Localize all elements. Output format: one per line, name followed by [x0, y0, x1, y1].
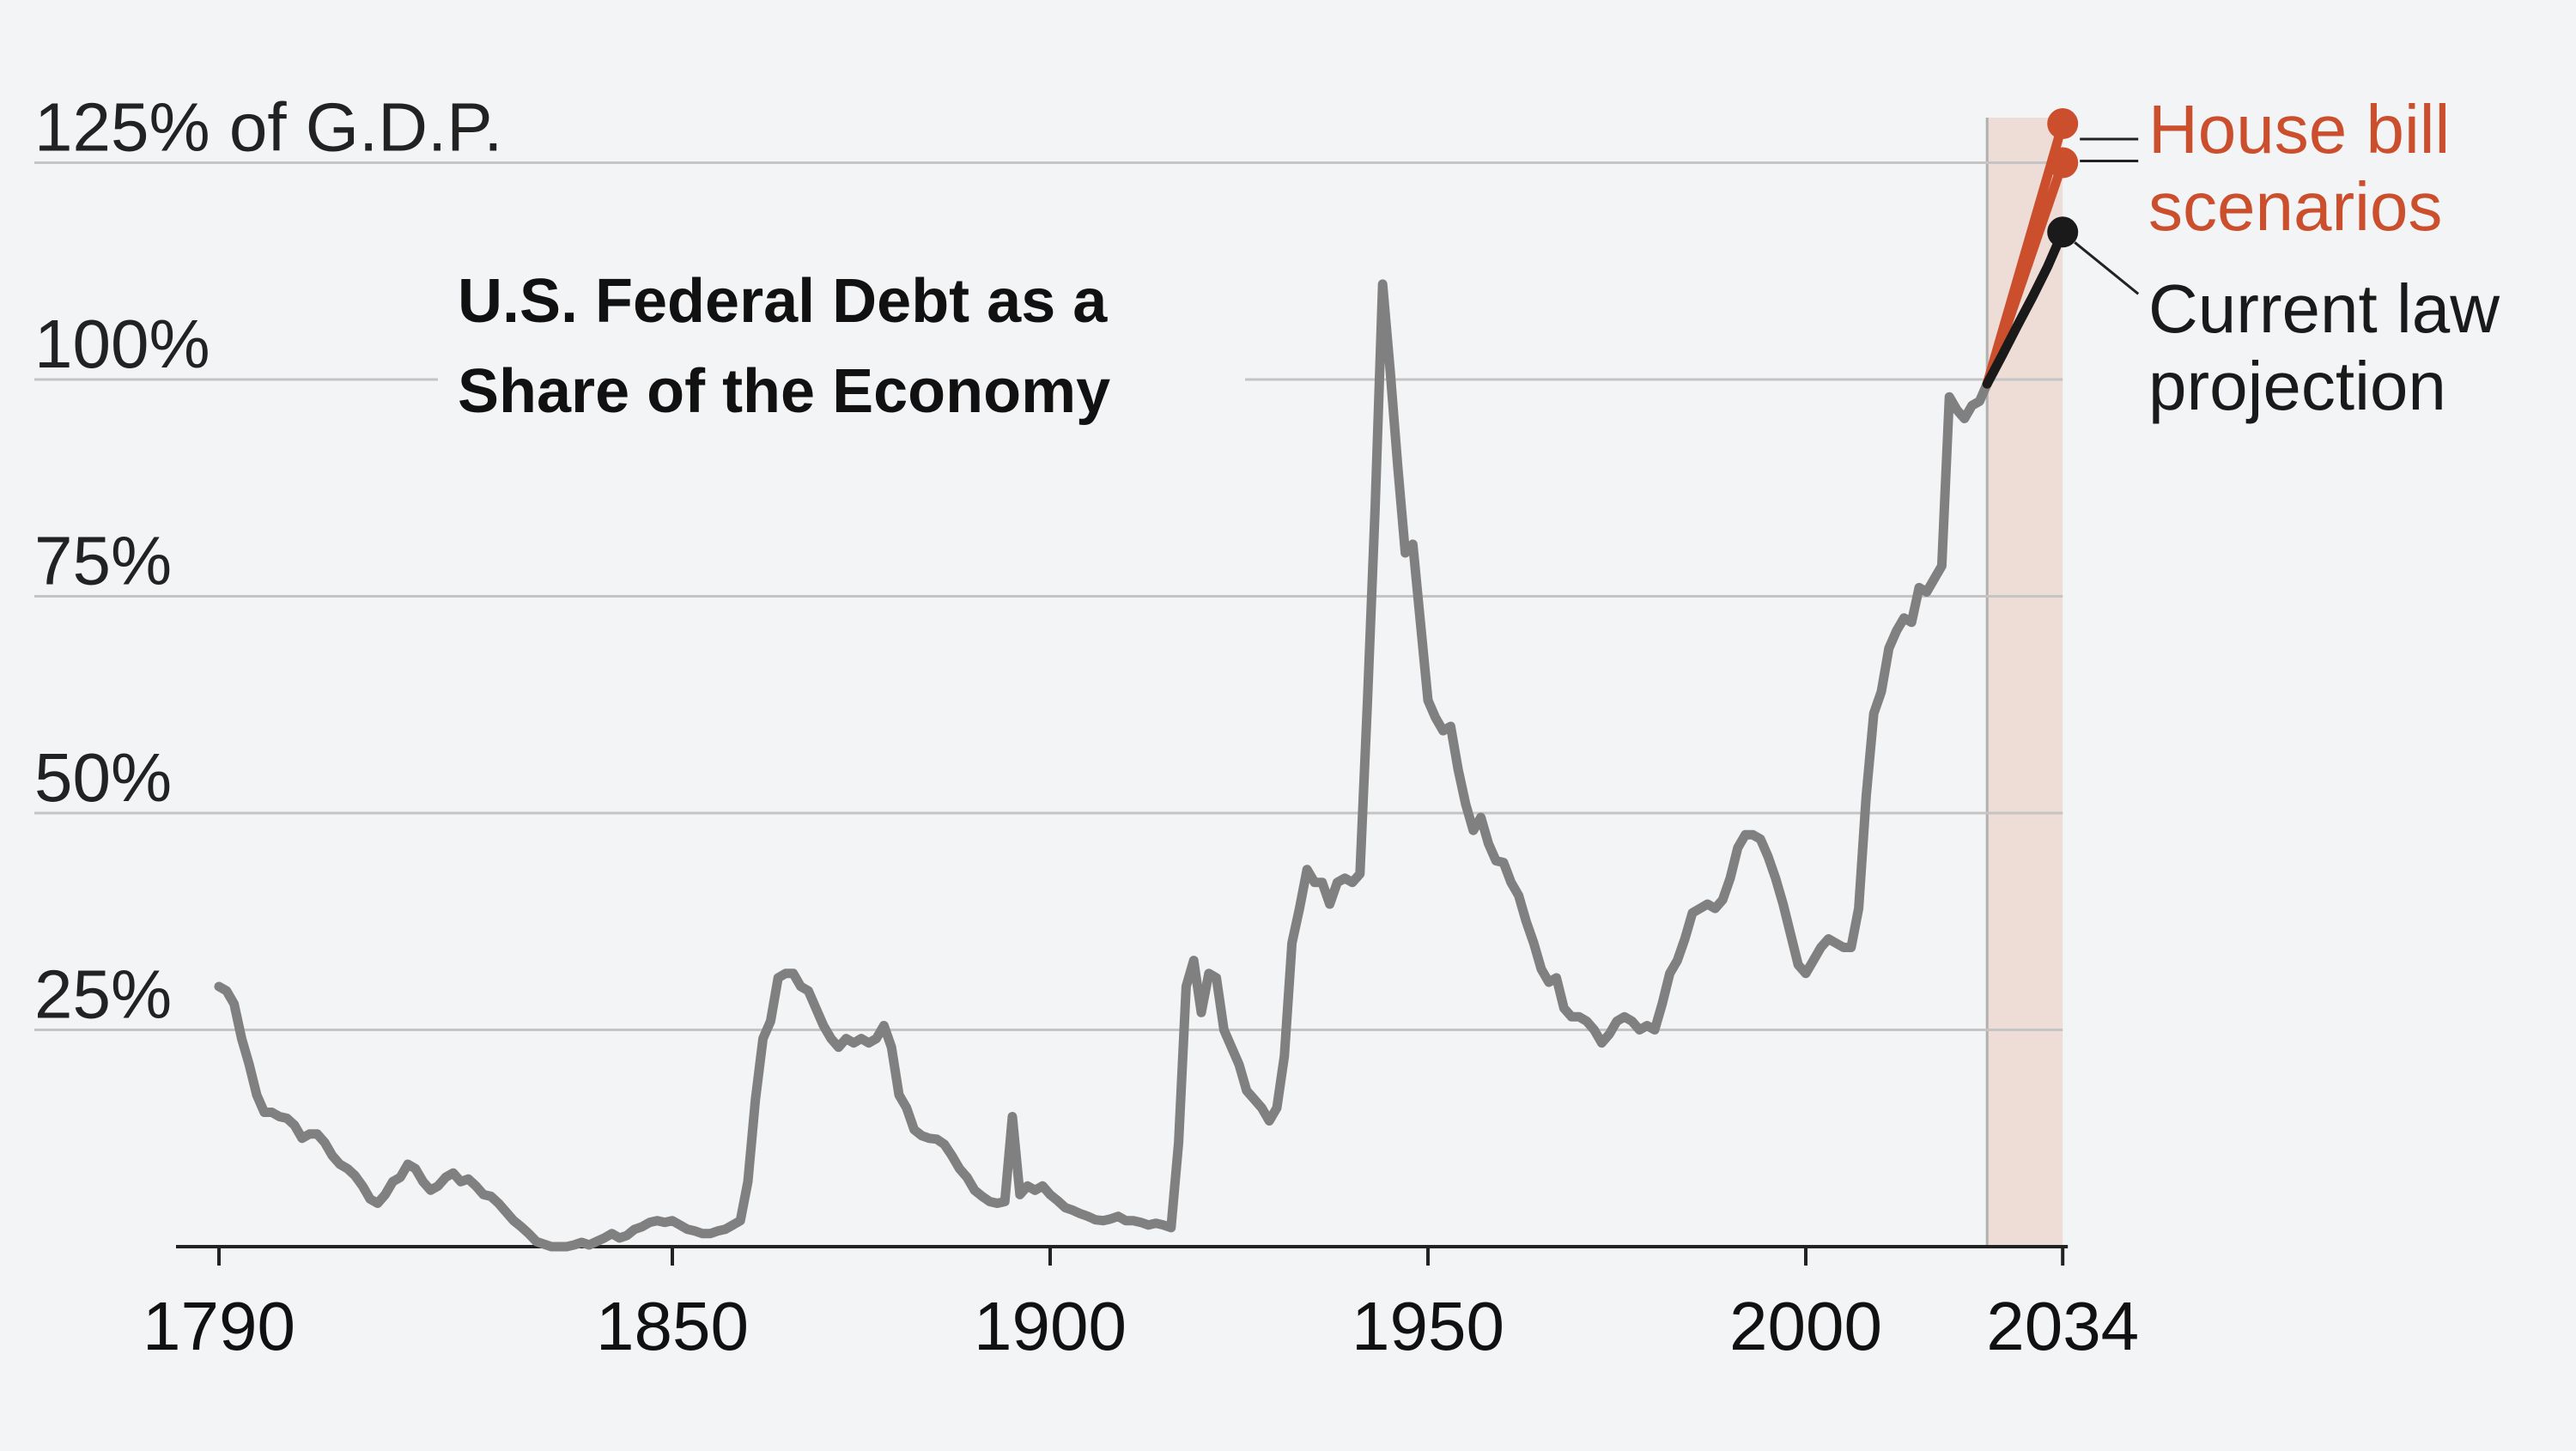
- historical-debt-line: [214, 279, 1992, 1252]
- current-law-line: [1982, 227, 2068, 389]
- house-bill-endpoint-1: [2047, 108, 2079, 140]
- y-tick-label-25: 25%: [34, 956, 172, 1033]
- chart-title-background: [438, 258, 1245, 429]
- house-bill-endpoint-2: [2047, 147, 2079, 179]
- house-bill-label-line-2: scenarios: [2148, 168, 2442, 245]
- house-bill-scenario-line-2: [1982, 158, 2068, 389]
- chart-title-line-1: U.S. Federal Debt as a: [458, 267, 1108, 336]
- series-labels: House bill scenarios Current law project…: [2148, 91, 2500, 424]
- chart-title-group: U.S. Federal Debt as a Share of the Econ…: [438, 258, 1245, 429]
- x-tick-label-2000: 2000: [1729, 1288, 1882, 1364]
- y-tick-label-50: 50%: [34, 739, 172, 816]
- current-law-endpoint: [2047, 216, 2079, 248]
- house-bill-label-line-1: House bill: [2148, 91, 2450, 167]
- current-law-label-line-1: Current law: [2148, 270, 2500, 347]
- x-tick-label-1790: 1790: [143, 1288, 295, 1364]
- x-tick-label-1950: 1950: [1352, 1288, 1504, 1364]
- y-tick-label-75: 75%: [34, 523, 172, 599]
- x-tick-label-1850: 1850: [596, 1288, 749, 1364]
- current-law-leader: [2074, 241, 2140, 295]
- series-layer: [214, 108, 2140, 1252]
- gridlines-layer: [34, 161, 2063, 1031]
- x-tick-label-2034: 2034: [1986, 1288, 2139, 1364]
- x-tick-label-1900: 1900: [974, 1288, 1127, 1364]
- x-axis: 1790 1850 1900 1950 2000 2034: [143, 1245, 2139, 1364]
- y-tick-label-125: 125% of G.D.P.: [34, 89, 503, 166]
- current-law-label-line-2: projection: [2148, 348, 2446, 424]
- y-tick-labels: 25% 50% 75% 100% 125% of G.D.P.: [34, 89, 503, 1033]
- chart-title-line-2: Share of the Economy: [458, 357, 1110, 426]
- y-tick-label-100: 100%: [34, 306, 210, 382]
